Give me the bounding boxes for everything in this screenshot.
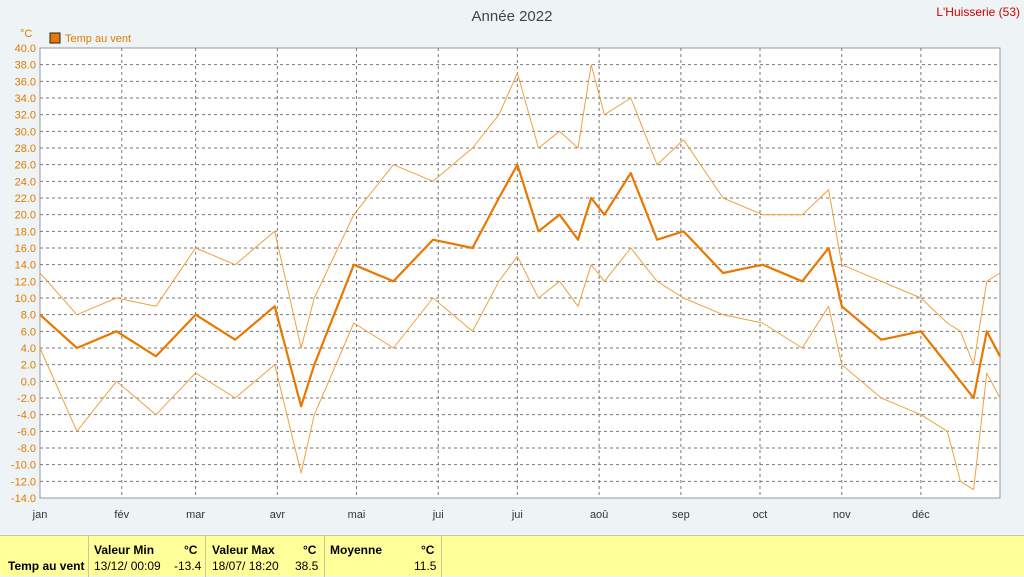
y-tick-label: 32.0 — [15, 110, 36, 122]
y-tick-label: 26.0 — [15, 160, 36, 172]
station-label: L'Huisserie (53) — [936, 5, 1020, 19]
y-tick-label: -6.0 — [17, 426, 36, 438]
max-when: 18/07/ 18:20 — [212, 559, 279, 573]
plot-area — [39, 47, 1001, 499]
stats-bar: Temp au vent Valeur Min °C 13/12/ 00:09 … — [0, 535, 1024, 577]
chart-title: Année 2022 — [472, 8, 553, 25]
y-axis-unit: °C — [20, 28, 32, 40]
y-tick-label: 16.0 — [15, 243, 36, 255]
y-tick-label: -4.0 — [17, 410, 36, 422]
x-tick-label: jui — [432, 509, 444, 521]
min-value: -13.4 — [174, 559, 202, 573]
y-tick-label: 24.0 — [15, 176, 36, 188]
legend-swatch — [49, 32, 61, 44]
y-tick-label: 6.0 — [21, 326, 36, 338]
y-tick-label: 4.0 — [21, 343, 36, 355]
y-tick-label: 40.0 — [15, 43, 36, 55]
x-tick-label: oct — [753, 509, 768, 521]
x-tick-label: mai — [348, 509, 366, 521]
avg-unit: °C — [421, 543, 435, 557]
x-tick-label: déc — [912, 509, 930, 521]
y-tick-label: -12.0 — [11, 476, 36, 488]
temperature-chart: Année 2022 L'Huisserie (53) °C Temp au v… — [11, 5, 1020, 521]
y-tick-label: -10.0 — [11, 460, 36, 472]
avg-value: 11.5 — [414, 559, 437, 573]
y-tick-label: 10.0 — [15, 293, 36, 305]
y-tick-label: 20.0 — [15, 210, 36, 222]
x-axis-ticks: jan fév mar avr mai jui jui aoû sep oct nov déc — [32, 509, 931, 521]
max-value: 38.5 — [295, 559, 319, 573]
x-tick-label: aoû — [590, 509, 608, 521]
series-lines — [39, 64, 1001, 491]
y-tick-label: 0.0 — [21, 376, 36, 388]
y-tick-label: 14.0 — [15, 260, 36, 272]
avg-header: Moyenne — [330, 543, 383, 557]
y-tick-label: 12.0 — [15, 276, 36, 288]
gridlines — [40, 48, 1000, 498]
y-tick-label: 36.0 — [15, 76, 36, 88]
stats-row-label: Temp au vent — [8, 559, 85, 573]
y-tick-label: -8.0 — [17, 443, 36, 455]
x-tick-label: jan — [32, 509, 48, 521]
y-tick-label: 2.0 — [21, 360, 36, 372]
y-tick-label: 30.0 — [15, 126, 36, 138]
y-tick-label: 28.0 — [15, 143, 36, 155]
x-tick-label: jui — [511, 509, 523, 521]
max-unit: °C — [303, 543, 317, 557]
series-min-line — [39, 247, 1001, 491]
max-header: Valeur Max — [212, 543, 275, 557]
legend-label: Temp au vent — [65, 33, 131, 45]
y-tick-label: 8.0 — [21, 310, 36, 322]
min-unit: °C — [184, 543, 198, 557]
y-tick-label: -2.0 — [17, 393, 36, 405]
y-tick-label: 22.0 — [15, 193, 36, 205]
y-tick-label: 38.0 — [15, 60, 36, 72]
x-tick-label: mar — [186, 509, 205, 521]
x-tick-label: avr — [270, 509, 286, 521]
x-tick-label: nov — [833, 509, 851, 521]
y-axis-ticks: -14.0 -12.0 -10.0 -8.0 -6.0 -4.0 -2.0 0.0 2.0 4.0… — [11, 43, 36, 505]
y-tick-label: -14.0 — [11, 493, 36, 505]
y-tick-label: 34.0 — [15, 93, 36, 105]
min-header: Valeur Min — [94, 543, 155, 557]
series-mean-line — [39, 163, 1001, 408]
x-tick-label: fév — [114, 509, 129, 521]
min-when: 13/12/ 00:09 — [94, 559, 161, 573]
x-tick-label: sep — [672, 509, 690, 521]
series-max-line — [39, 64, 1001, 366]
y-tick-label: 18.0 — [15, 226, 36, 238]
